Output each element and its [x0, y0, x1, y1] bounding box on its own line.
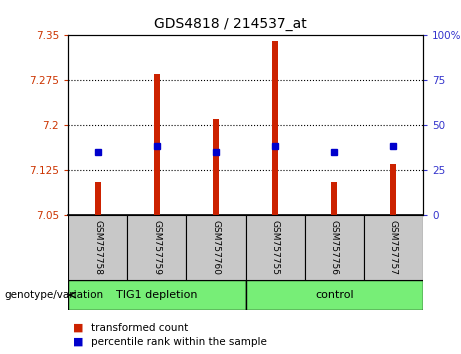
Bar — [331, 182, 337, 215]
Text: GDS4818 / 214537_at: GDS4818 / 214537_at — [154, 17, 307, 32]
Text: GSM757755: GSM757755 — [271, 220, 279, 275]
Text: ■: ■ — [73, 337, 83, 347]
Text: GSM757758: GSM757758 — [93, 220, 102, 275]
Bar — [390, 164, 396, 215]
Text: GSM757760: GSM757760 — [212, 220, 220, 275]
Bar — [364, 215, 423, 280]
Text: GSM757759: GSM757759 — [152, 220, 161, 275]
Bar — [305, 215, 364, 280]
Text: genotype/variation: genotype/variation — [5, 290, 104, 300]
Text: GSM757757: GSM757757 — [389, 220, 398, 275]
Text: ■: ■ — [73, 323, 83, 333]
Text: control: control — [315, 290, 354, 300]
Bar — [186, 215, 246, 280]
Bar — [246, 280, 423, 310]
Bar — [272, 41, 278, 215]
Bar — [68, 215, 127, 280]
Bar — [246, 215, 305, 280]
Text: GSM757756: GSM757756 — [330, 220, 339, 275]
Bar — [95, 182, 100, 215]
Bar — [127, 215, 186, 280]
Text: TIG1 depletion: TIG1 depletion — [116, 290, 197, 300]
Bar — [68, 280, 246, 310]
Bar — [154, 74, 160, 215]
Text: percentile rank within the sample: percentile rank within the sample — [91, 337, 267, 347]
Bar — [213, 119, 219, 215]
Text: transformed count: transformed count — [91, 323, 188, 333]
